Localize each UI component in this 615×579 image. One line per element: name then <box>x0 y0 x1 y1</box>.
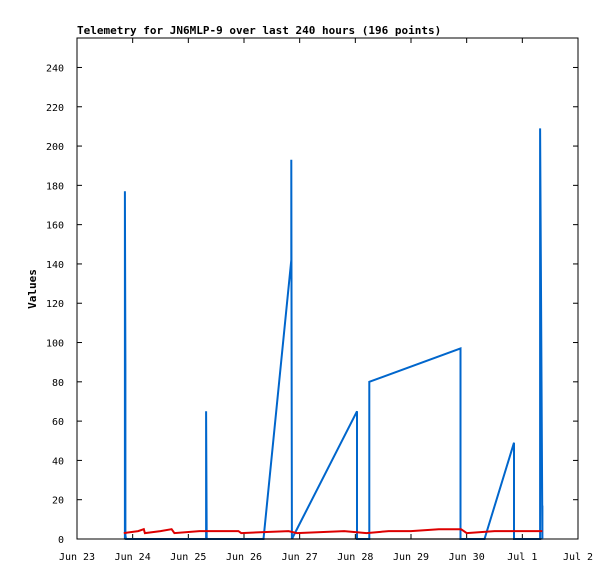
y-tick-label: 0 <box>58 535 64 546</box>
x-tick-label: Jun 29 <box>393 552 429 563</box>
y-tick-label: 180 <box>46 181 64 192</box>
y-tick-label: 120 <box>46 299 64 310</box>
y-tick-label: 100 <box>46 339 64 350</box>
series-layer <box>123 128 544 540</box>
y-tick-label: 80 <box>52 378 64 389</box>
series-line-1 <box>123 128 544 540</box>
y-axis-ticks: 0 20 40 60 80 100 120 140 160 180 200 220 240 <box>46 63 578 546</box>
x-tick-label: Jun 23 <box>59 552 95 563</box>
x-tick-label: Jul 1 <box>507 552 537 563</box>
y-tick-label: 60 <box>52 417 64 428</box>
y-tick-label: 220 <box>46 103 64 114</box>
x-tick-label: Jun 30 <box>449 552 485 563</box>
y-tick-label: 40 <box>52 456 64 467</box>
x-tick-label: Jun 24 <box>115 552 151 563</box>
x-tick-label: Jul 2 <box>563 552 593 563</box>
y-axis-label: Values <box>26 269 39 309</box>
x-tick-label: Jun 25 <box>170 552 206 563</box>
x-tick-label: Jun 26 <box>226 552 262 563</box>
y-tick-label: 140 <box>46 260 64 271</box>
y-tick-label: 240 <box>46 63 64 74</box>
series-line-2 <box>123 527 543 535</box>
plot-frame <box>76 37 579 540</box>
x-tick-label: Jun 28 <box>337 552 373 563</box>
x-tick-label: Jun 27 <box>282 552 318 563</box>
x-axis-ticks: Jun 23 Jun 24 Jun 25 Jun 26 Jun 27 Jun 28 Jun … <box>59 38 593 563</box>
chart-title: Telemetry for JN6MLP-9 over last 240 hou… <box>77 24 441 37</box>
y-tick-label: 160 <box>46 221 64 232</box>
y-tick-label: 20 <box>52 496 64 507</box>
y-tick-label: 200 <box>46 142 64 153</box>
